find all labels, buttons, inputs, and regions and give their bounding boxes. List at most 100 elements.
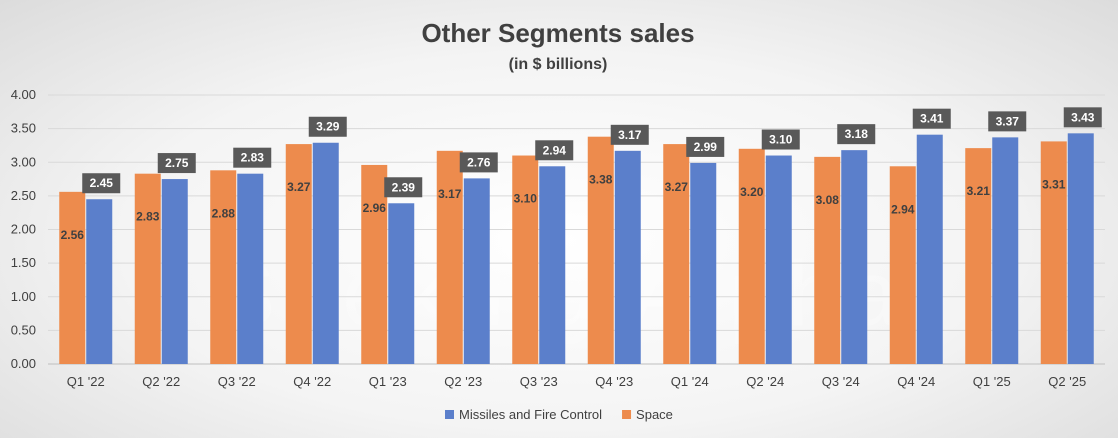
data-label-missiles: 3.17	[618, 128, 642, 142]
bar-missiles	[1067, 133, 1094, 364]
legend-swatch	[445, 410, 454, 419]
bar-space	[587, 136, 614, 364]
bar-missiles	[539, 166, 566, 364]
bar-missiles	[992, 137, 1019, 364]
data-label-missiles: 2.99	[694, 140, 718, 154]
y-tick-label: 4.00	[11, 87, 36, 102]
data-label-box	[988, 111, 1027, 132]
legend-label: Missiles and Fire Control	[459, 407, 602, 422]
data-label-box	[837, 124, 876, 145]
bar-missiles	[614, 150, 641, 364]
bar-missiles	[237, 173, 264, 364]
x-tick-label: Q3 '23	[520, 374, 558, 389]
data-label-missiles: 2.75	[165, 156, 189, 170]
data-label-missiles: 3.37	[996, 114, 1020, 128]
data-label-missiles: 2.45	[90, 176, 114, 190]
data-label-space: 3.31	[1042, 177, 1066, 191]
y-tick-label: 0.00	[11, 356, 36, 371]
data-label-space: 3.38	[589, 173, 613, 187]
data-label-missiles: 3.29	[316, 120, 340, 134]
bar-space	[134, 173, 161, 364]
data-label-missiles: 2.83	[241, 151, 265, 165]
bar-space	[889, 166, 916, 364]
x-tick-label: Q3 '24	[822, 374, 860, 389]
x-tick-label: Q2 '22	[142, 374, 180, 389]
data-label-space: 3.10	[514, 192, 538, 206]
legend-swatch	[622, 410, 632, 419]
y-tick-label: 3.00	[11, 154, 36, 169]
bar-space	[285, 144, 312, 364]
bar-missiles	[841, 150, 868, 364]
data-label-box	[384, 177, 423, 198]
bar-space	[1040, 141, 1067, 364]
bar-missiles	[765, 155, 792, 364]
data-label-space: 2.83	[136, 210, 160, 224]
data-label-space: 3.20	[740, 185, 764, 199]
data-label-missiles: 2.94	[543, 143, 567, 157]
data-label-box	[82, 173, 121, 194]
x-tick-label: Q2 '24	[746, 374, 784, 389]
chart-subtitle: (in $ billions)	[509, 56, 608, 73]
y-tick-label: 2.00	[11, 222, 36, 237]
bar-space	[512, 155, 539, 364]
y-tick-label: 3.50	[11, 121, 36, 136]
data-label-space: 3.08	[816, 193, 840, 207]
bar-missiles	[916, 134, 943, 364]
bar-missiles	[388, 203, 415, 364]
data-label-space: 3.27	[665, 180, 689, 194]
bar-space	[210, 170, 237, 364]
x-tick-label: Q1 '23	[369, 374, 407, 389]
data-label-box	[912, 108, 951, 129]
x-tick-label: Q1 '22	[67, 374, 105, 389]
bar-missiles	[463, 178, 490, 364]
bar-space	[965, 148, 992, 364]
y-tick-label: 2.50	[11, 188, 36, 203]
bar-space	[59, 191, 86, 364]
data-labels: 2.56 2.45 2.83 2.75 2.88 2.83 3.27 3.29 2.96 2.39…	[61, 107, 1102, 242]
data-label-box	[610, 124, 649, 145]
bar-missiles	[312, 142, 339, 364]
y-tick-label: 1.50	[11, 255, 36, 270]
chart-title: Other Segments sales	[421, 18, 694, 48]
x-tick-label: Q1 '25	[973, 374, 1011, 389]
data-label-space: 3.21	[967, 184, 991, 198]
y-tick-label: 1.00	[11, 289, 36, 304]
bar-space	[738, 148, 765, 364]
data-label-box	[761, 129, 800, 150]
data-label-box	[535, 140, 574, 161]
bar-missiles	[690, 162, 717, 364]
x-tick-label: Q4 '23	[595, 374, 633, 389]
x-tick-label: Q2 '23	[444, 374, 482, 389]
data-label-missiles: 3.10	[769, 133, 793, 147]
bar-space	[814, 156, 841, 364]
x-tick-label: Q1 '24	[671, 374, 709, 389]
data-label-box	[157, 153, 196, 174]
data-label-missiles: 3.41	[920, 112, 944, 126]
data-label-space: 3.17	[438, 187, 462, 201]
data-label-missiles: 2.39	[392, 180, 416, 194]
data-label-missiles: 2.76	[467, 155, 491, 169]
x-axis: Q1 '22 Q2 '22 Q3 '22 Q4 '22 Q1 '23 Q2 '23 Q3 '…	[67, 374, 1086, 389]
data-label-box	[233, 147, 272, 168]
x-tick-label: Q2 '25	[1048, 374, 1086, 389]
bar-space	[663, 144, 690, 364]
y-axis: 0.00 0.50 1.00 1.50 2.00 2.50 3.00 3.50 4.00	[11, 87, 36, 371]
legend-label: Space	[636, 407, 673, 422]
x-tick-label: Q3 '22	[218, 374, 256, 389]
data-label-space: 3.27	[287, 180, 311, 194]
data-label-missiles: 3.18	[845, 127, 869, 141]
legend: Missiles and Fire Control Space	[445, 407, 673, 422]
bar-space	[436, 150, 463, 364]
data-label-missiles: 3.43	[1071, 110, 1095, 124]
bars	[59, 133, 1094, 364]
data-label-space: 2.88	[212, 206, 236, 220]
y-tick-label: 0.50	[11, 322, 36, 337]
data-label-box	[308, 116, 347, 137]
data-label-box	[459, 152, 498, 173]
data-label-box	[686, 136, 725, 157]
x-tick-label: Q4 '24	[897, 374, 935, 389]
bar-space	[361, 164, 388, 364]
x-tick-label: Q4 '22	[293, 374, 331, 389]
bar-missiles	[86, 199, 113, 364]
